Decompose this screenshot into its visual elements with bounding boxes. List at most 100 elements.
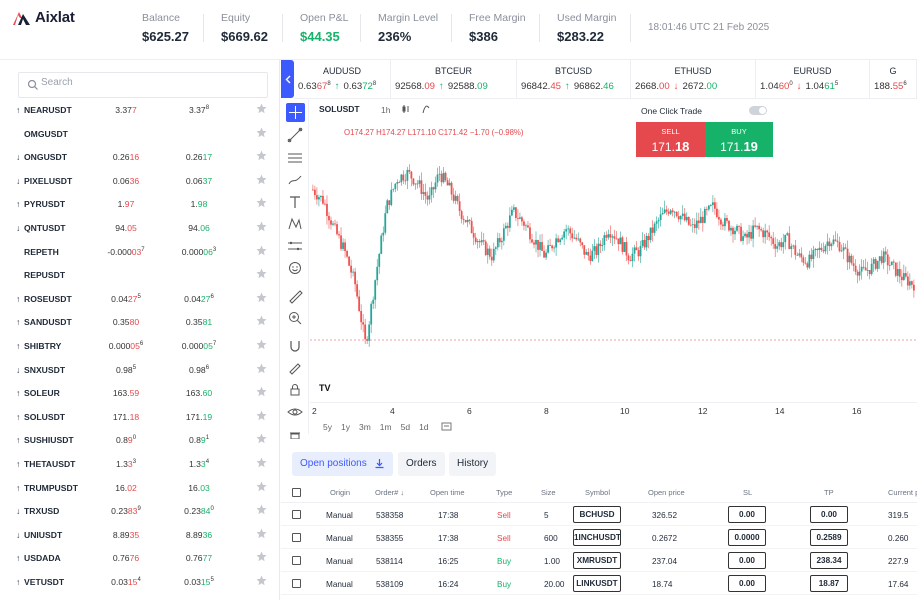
table-row[interactable]: Manual 538355 17:38 Sell 600 1INCHUSDT 0.2672 0… [281, 526, 917, 549]
star-icon[interactable] [256, 433, 267, 444]
watchlist-row[interactable]: REPETH -0.000037 0.000063 [0, 240, 280, 264]
star-icon[interactable] [256, 315, 267, 326]
zoom-tool-button[interactable] [287, 310, 303, 326]
sl-input[interactable]: 0.00 [728, 552, 766, 569]
ticker-audusd[interactable]: AUDUSD 0.63678 ↑ 0.63728 [294, 60, 391, 98]
col-origin[interactable]: Origin [330, 488, 351, 497]
watchlist-row[interactable]: ↑ NEARUSDT 3.377 3.378 [0, 98, 280, 122]
watchlist-row[interactable]: ↓ QNTUSDT 94.05 94.06 [0, 216, 280, 240]
text-tool-button[interactable] [287, 194, 303, 210]
brush-tool-button[interactable] [287, 172, 303, 188]
crosshair-tool-button[interactable] [286, 103, 305, 122]
range-3m[interactable]: 3m [358, 422, 371, 432]
range-1m[interactable]: 1m [379, 422, 392, 432]
row-checkbox[interactable] [292, 556, 301, 565]
table-row[interactable]: Manual 538114 16:25 Buy 1.00 XMRUSDT 237.04 0.0… [281, 549, 917, 572]
star-icon[interactable] [256, 575, 267, 586]
ticker-g[interactable]: G 188.556 [870, 60, 917, 98]
cell-symbol[interactable]: LINKUSDT [573, 575, 621, 592]
watchlist-row[interactable]: ↑ SOLEUR 163.59 163.60 [0, 381, 280, 405]
search-box[interactable] [18, 72, 268, 98]
watchlist-row[interactable]: OMGUSDT [0, 122, 280, 146]
delete-drawings-button[interactable] [287, 426, 303, 442]
sl-input[interactable]: 0.00 [728, 506, 766, 523]
star-icon[interactable] [256, 292, 267, 303]
lock-drawings-button[interactable] [287, 382, 303, 398]
watchlist-row[interactable]: ↑ PYRUSDT 1.97 1.98 [0, 192, 280, 216]
ticker-eurusd[interactable]: EURUSD 1.04600 ↓ 1.04615 [756, 60, 870, 98]
tp-input[interactable]: 18.87 [810, 575, 848, 592]
fib-tool-button[interactable] [287, 150, 303, 166]
indicators-icon[interactable] [421, 104, 431, 114]
hide-drawings-button[interactable] [287, 404, 303, 420]
search-input[interactable] [41, 77, 241, 88]
watchlist-row[interactable]: ↑ SUSHIUSDT 0.890 0.891 [0, 428, 280, 452]
star-icon[interactable] [256, 386, 267, 397]
cell-symbol[interactable]: XMRUSDT [573, 552, 621, 569]
star-icon[interactable] [256, 551, 267, 562]
watchlist-row[interactable]: ↓ PIXELUSDT 0.0636 0.0637 [0, 169, 280, 193]
tp-input[interactable]: 0.2589 [810, 529, 848, 546]
col-size[interactable]: Size [541, 488, 556, 497]
star-icon[interactable] [256, 457, 267, 468]
col-order[interactable]: Order# ↓ [375, 488, 405, 497]
col-symbol[interactable]: Symbol [585, 488, 611, 497]
sell-button[interactable]: SELL 171.18 [636, 122, 705, 157]
tab-orders[interactable]: Orders [398, 452, 445, 476]
sl-input[interactable]: 0.0000 [728, 529, 766, 546]
star-icon[interactable] [256, 363, 267, 374]
col-type[interactable]: Type [496, 488, 513, 497]
watchlist-row[interactable]: ↓ ONGUSDT 0.2616 0.2617 [0, 145, 280, 169]
table-row[interactable]: Manual 538358 17:38 Sell 5 BCHUSD 326.52 0.00 0.… [281, 503, 917, 526]
select-all-checkbox[interactable] [292, 488, 301, 497]
watchlist-row[interactable]: ↓ UNIUSDT 8.8935 8.8936 [0, 523, 280, 547]
watchlist-row[interactable]: ↑ USDADA 0.7676 0.7677 [0, 546, 280, 570]
col-open-time[interactable]: Open time [430, 488, 465, 497]
star-icon[interactable] [256, 410, 267, 421]
watchlist-row[interactable]: ↑ VETUSDT 0.03154 0.03155 [0, 570, 280, 594]
keep-drawing-button[interactable] [287, 360, 303, 376]
tp-input[interactable]: 0.00 [810, 506, 848, 523]
watchlist-row[interactable]: ↑ SHIBTRY 0.000056 0.000057 [0, 334, 280, 358]
star-icon[interactable] [256, 174, 267, 185]
row-checkbox[interactable] [292, 579, 301, 588]
star-icon[interactable] [256, 481, 267, 492]
col-current-price[interactable]: Current p [888, 488, 917, 497]
star-icon[interactable] [256, 103, 267, 114]
trendline-tool-button[interactable] [287, 127, 303, 143]
pattern-tool-button[interactable] [287, 216, 303, 232]
col-sl[interactable]: SL [743, 488, 753, 497]
brand-logo[interactable]: Aixlat [12, 9, 75, 26]
candle-type-icon[interactable] [401, 104, 411, 114]
watchlist-row[interactable]: ↑ THETAUSDT 1.333 1.334 [0, 452, 280, 476]
watchlist-row[interactable]: ↑ SANDUSDT 0.3580 0.3581 [0, 310, 280, 334]
star-icon[interactable] [256, 150, 267, 161]
collapse-sidebar-button[interactable] [281, 60, 294, 98]
cell-symbol[interactable]: BCHUSD [573, 506, 621, 523]
range-5d[interactable]: 5d [400, 422, 411, 432]
star-icon[interactable] [256, 245, 267, 256]
cell-symbol[interactable]: 1INCHUSDT [573, 529, 621, 546]
star-icon[interactable] [256, 504, 267, 515]
star-icon[interactable] [256, 528, 267, 539]
measure-tool-button[interactable] [287, 238, 303, 254]
ruler-tool-button[interactable] [287, 288, 303, 304]
row-checkbox[interactable] [292, 533, 301, 542]
timeframe-selector[interactable]: 1h [381, 104, 431, 115]
watchlist-row[interactable]: ↑ TRUMPUSDT 16.02 16.03 [0, 476, 280, 500]
ticker-btceur[interactable]: BTCEUR 92568.09 ↑ 92588.09 [391, 60, 517, 98]
ticker-btcusd[interactable]: BTCUSD 96842.45 ↑ 96862.46 [517, 60, 631, 98]
buy-button[interactable]: BUY 171.19 [705, 122, 773, 157]
watchlist-row[interactable]: ↑ ROSEUSDT 0.04275 0.04276 [0, 287, 280, 311]
tab-history[interactable]: History [449, 452, 497, 476]
range-5y[interactable]: 5y [323, 422, 332, 432]
table-row[interactable]: Manual 538109 16:24 Buy 20.00 LINKUSDT 18.74 0.… [281, 572, 917, 595]
watchlist-row[interactable]: ↑ SOLUSDT 171.18 171.19 [0, 405, 280, 429]
watchlist-row[interactable]: ↓ TRXUSD 0.23839 0.23840 [0, 499, 280, 523]
col-open-price[interactable]: Open price [648, 488, 685, 497]
col-tp[interactable]: TP [824, 488, 834, 497]
range-1d[interactable]: 1d [419, 422, 429, 432]
chart-symbol[interactable]: SOLUSDT [319, 104, 360, 114]
tab-open-positions[interactable]: Open positions [292, 452, 393, 476]
star-icon[interactable] [256, 127, 267, 138]
